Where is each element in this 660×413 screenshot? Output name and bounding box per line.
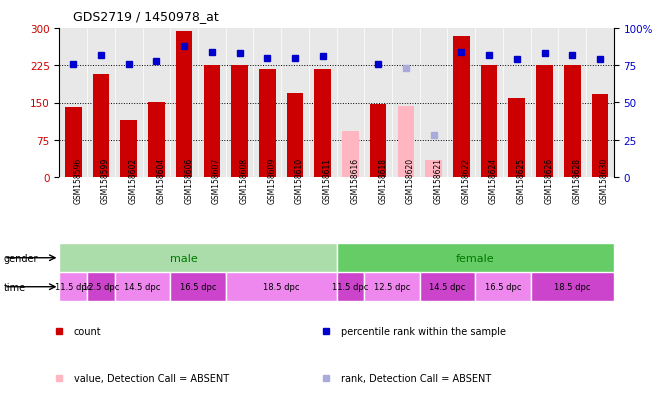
Text: male: male [170, 253, 198, 263]
Text: GSM158611: GSM158611 [323, 158, 332, 204]
Text: GSM158622: GSM158622 [461, 158, 471, 204]
Text: 11.5 dpc: 11.5 dpc [332, 282, 369, 292]
Text: GSM158609: GSM158609 [267, 158, 277, 204]
Text: 11.5 dpc: 11.5 dpc [55, 282, 92, 292]
Bar [231, 66, 248, 178]
Bar [259, 69, 276, 178]
Text: GSM158596: GSM158596 [73, 158, 82, 204]
Text: gender: gender [3, 253, 38, 263]
Text: count: count [74, 326, 101, 337]
Text: GDS2719 / 1450978_at: GDS2719 / 1450978_at [73, 10, 218, 23]
Bar [87, 273, 115, 301]
Bar [591, 94, 609, 178]
Text: GSM158618: GSM158618 [378, 158, 387, 204]
Text: female: female [456, 253, 494, 263]
Text: GSM158626: GSM158626 [544, 158, 554, 204]
Bar [176, 32, 193, 178]
Bar [420, 273, 475, 301]
Text: 14.5 dpc: 14.5 dpc [429, 282, 466, 292]
Text: time: time [3, 282, 26, 292]
Bar [397, 107, 414, 178]
Text: 16.5 dpc: 16.5 dpc [180, 282, 216, 292]
Bar [475, 273, 531, 301]
Text: GSM158616: GSM158616 [350, 158, 360, 204]
Bar [286, 93, 304, 178]
Text: GSM158625: GSM158625 [517, 158, 526, 204]
Bar [337, 244, 614, 273]
Text: GSM158602: GSM158602 [129, 158, 138, 204]
Text: 12.5 dpc: 12.5 dpc [82, 282, 119, 292]
Bar [508, 98, 525, 178]
Text: GSM158606: GSM158606 [184, 158, 193, 204]
Bar [203, 66, 220, 178]
Bar [564, 66, 581, 178]
Bar [536, 66, 553, 178]
Text: GSM158608: GSM158608 [240, 158, 249, 204]
Bar [115, 273, 170, 301]
Bar [170, 273, 226, 301]
Bar [453, 37, 470, 178]
Bar [59, 244, 337, 273]
Text: percentile rank within the sample: percentile rank within the sample [341, 326, 506, 337]
Text: 14.5 dpc: 14.5 dpc [124, 282, 161, 292]
Text: GSM158610: GSM158610 [295, 158, 304, 204]
Bar [531, 273, 614, 301]
Text: 16.5 dpc: 16.5 dpc [484, 282, 521, 292]
Bar [370, 105, 387, 178]
Bar [480, 66, 498, 178]
Bar [226, 273, 337, 301]
Bar [425, 160, 442, 178]
Bar [120, 121, 137, 178]
Bar [314, 69, 331, 178]
Text: GSM158624: GSM158624 [489, 158, 498, 204]
Bar [337, 273, 364, 301]
Bar [59, 273, 87, 301]
Text: GSM158607: GSM158607 [212, 158, 221, 204]
Text: 18.5 dpc: 18.5 dpc [263, 282, 300, 292]
Text: GSM158599: GSM158599 [101, 158, 110, 204]
Bar [364, 273, 420, 301]
Text: GSM158621: GSM158621 [434, 158, 443, 204]
Text: GSM158630: GSM158630 [600, 158, 609, 204]
Text: 18.5 dpc: 18.5 dpc [554, 282, 591, 292]
Bar [65, 108, 82, 178]
Text: 12.5 dpc: 12.5 dpc [374, 282, 411, 292]
Bar [92, 75, 110, 178]
Text: GSM158604: GSM158604 [156, 158, 166, 204]
Text: rank, Detection Call = ABSENT: rank, Detection Call = ABSENT [341, 373, 491, 383]
Text: value, Detection Call = ABSENT: value, Detection Call = ABSENT [74, 373, 229, 383]
Bar [148, 102, 165, 178]
Text: GSM158620: GSM158620 [406, 158, 415, 204]
Text: GSM158628: GSM158628 [572, 158, 581, 204]
Bar [342, 131, 359, 178]
